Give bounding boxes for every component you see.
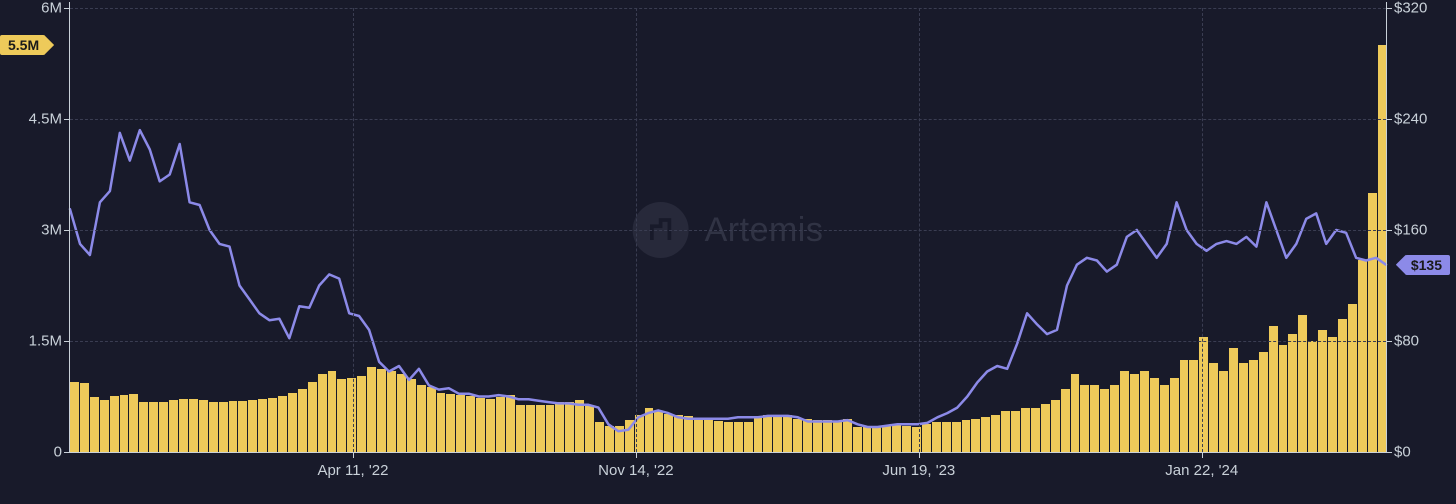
chart: Artemis 01.5M3M4.5M6M $0$80$160$240$320 … [0,0,1456,504]
left-value-flag: 5.5M [0,35,45,55]
gridline-h [70,8,1386,9]
right-value-flag: $135 [1405,255,1450,275]
right-flag-label: $135 [1411,257,1442,273]
gridline-v [353,8,354,452]
gridline-v [636,8,637,452]
gridline-h [70,341,1386,342]
y-right-tick-label: $320 [1386,0,1427,17]
y-right-tick-label: $160 [1386,222,1427,239]
y-right-tick-label: $240 [1386,111,1427,128]
gridline-v [1202,8,1203,452]
gridline-h [70,230,1386,231]
gridline-h [70,119,1386,120]
gridline-v [919,8,920,452]
plot-area: Artemis 01.5M3M4.5M6M $0$80$160$240$320 … [70,8,1386,452]
left-flag-label: 5.5M [8,37,39,53]
